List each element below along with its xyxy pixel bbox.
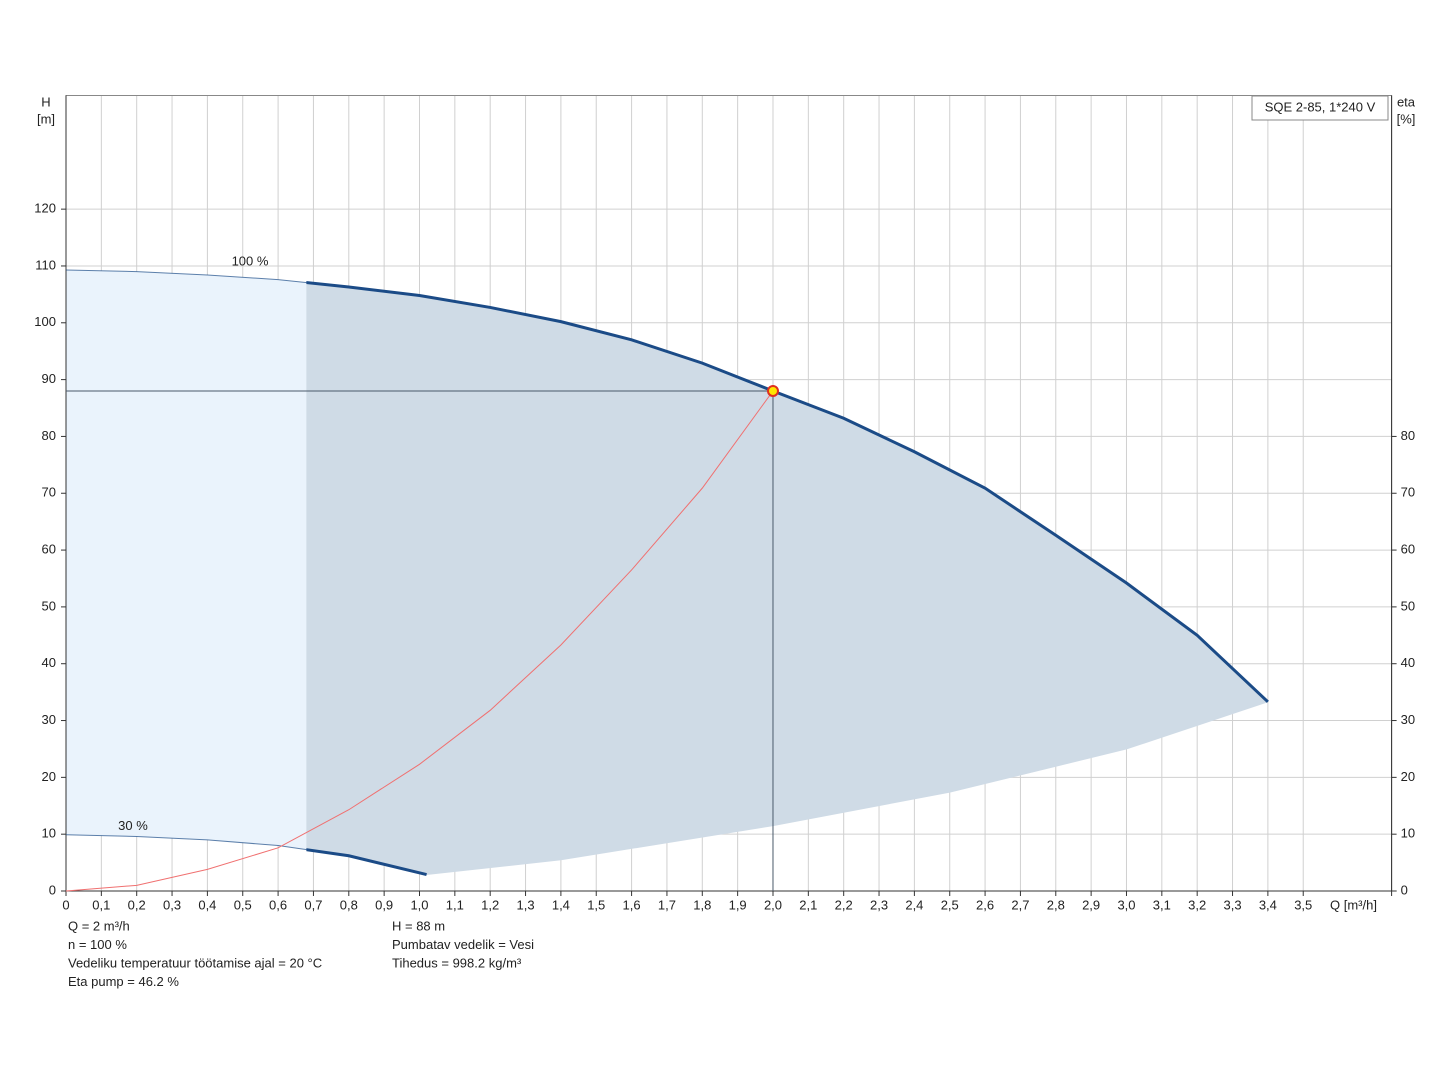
note: H = 88 m	[392, 918, 445, 933]
y2-tick-label: 50	[1401, 598, 1415, 613]
y-tick-label: 30	[42, 712, 56, 727]
x-tick-label: 0,7	[304, 897, 322, 912]
x-tick-label: 2,6	[976, 897, 994, 912]
x-tick-label: 0,6	[269, 897, 287, 912]
y-tick-label: 120	[34, 201, 56, 216]
note: n = 100 %	[68, 937, 127, 952]
y-tick-label: 40	[42, 655, 56, 670]
y-tick-label: 80	[42, 428, 56, 443]
y-tick-label: 0	[49, 882, 56, 897]
x-tick-label: 0,2	[128, 897, 146, 912]
note: Vedeliku temperatuur töötamise ajal = 20…	[68, 955, 322, 970]
y-tick-label: 50	[42, 598, 56, 613]
x-tick-label: 0,1	[92, 897, 110, 912]
x-tick-label: 2,8	[1047, 897, 1065, 912]
x-tick-label: 2,7	[1011, 897, 1029, 912]
x-tick-label: 3,1	[1153, 897, 1171, 912]
x-tick-label: 2,0	[764, 897, 782, 912]
y-tick-label: 60	[42, 542, 56, 557]
x-tick-label: 3,3	[1223, 897, 1241, 912]
y2-tick-label: 60	[1401, 542, 1415, 557]
x-tick-label: 2,3	[870, 897, 888, 912]
lower-boundary	[426, 701, 1269, 876]
x-tick-label: 0,3	[163, 897, 181, 912]
y2-tick-label: 80	[1401, 428, 1415, 443]
curve-label: 100 %	[232, 253, 269, 268]
y-tick-label: 110	[35, 257, 56, 272]
legend-box	[1251, 95, 1389, 121]
y2-tick-label: 70	[1401, 485, 1415, 500]
x-tick-label: 0,9	[375, 897, 393, 912]
x-tick-label: 3,4	[1259, 897, 1277, 912]
x-tick-label: 3,5	[1294, 897, 1312, 912]
x-tick-label: 2,1	[799, 897, 817, 912]
y-unit: [m]	[37, 111, 55, 126]
note: Pumbatav vedelik = Vesi	[392, 937, 534, 952]
x-tick-label: 1,3	[517, 897, 535, 912]
x-tick-label: 1,0	[410, 897, 428, 912]
curve-label: 30 %	[118, 818, 148, 833]
y-label: H	[41, 94, 50, 109]
y2-tick-label: 30	[1401, 712, 1415, 727]
duty-area	[306, 282, 1268, 875]
x-tick-label: 0	[62, 897, 69, 912]
y2-tick-label: 0	[1401, 882, 1408, 897]
efficiency-curve	[65, 390, 774, 892]
x-label: Q [m³/h]	[1330, 897, 1377, 912]
x-tick-label: 2,5	[941, 897, 959, 912]
y-tick-label: 20	[42, 769, 56, 784]
legend-title: SQE 2-85, 1*240 V	[1265, 99, 1376, 114]
y-tick-label: 70	[42, 485, 56, 500]
x-tick-label: 0,8	[340, 897, 358, 912]
y2-tick-label: 20	[1401, 769, 1415, 784]
x-tick-label: 1,7	[658, 897, 676, 912]
y2-tick-label: 40	[1401, 655, 1415, 670]
y2-label: eta	[1397, 94, 1416, 109]
note: Tihedus = 998.2 kg/m³	[392, 955, 522, 970]
x-tick-label: 1,6	[623, 897, 641, 912]
pump-curve	[306, 281, 1269, 703]
x-tick-label: 3,2	[1188, 897, 1206, 912]
x-tick-label: 1,9	[729, 897, 747, 912]
x-tick-label: 2,2	[835, 897, 853, 912]
pump-curve	[306, 848, 427, 876]
x-tick-label: 1,4	[552, 897, 570, 912]
note: Eta pump = 46.2 %	[68, 974, 179, 989]
x-tick-label: 1,8	[693, 897, 711, 912]
y-tick-label: 90	[42, 371, 56, 386]
x-tick-label: 1,1	[446, 897, 464, 912]
x-tick-label: 2,9	[1082, 897, 1100, 912]
x-tick-label: 3,0	[1117, 897, 1135, 912]
x-tick-label: 0,4	[198, 897, 216, 912]
note: Q = 2 m³/h	[68, 918, 130, 933]
y-tick-label: 10	[42, 826, 56, 841]
y2-unit: [%]	[1397, 111, 1416, 126]
x-tick-label: 1,2	[481, 897, 499, 912]
y-tick-label: 100	[34, 314, 56, 329]
x-tick-label: 0,5	[234, 897, 252, 912]
x-tick-label: 1,5	[587, 897, 605, 912]
y2-tick-label: 10	[1401, 826, 1415, 841]
operating-point	[766, 384, 779, 397]
x-tick-label: 2,4	[905, 897, 923, 912]
